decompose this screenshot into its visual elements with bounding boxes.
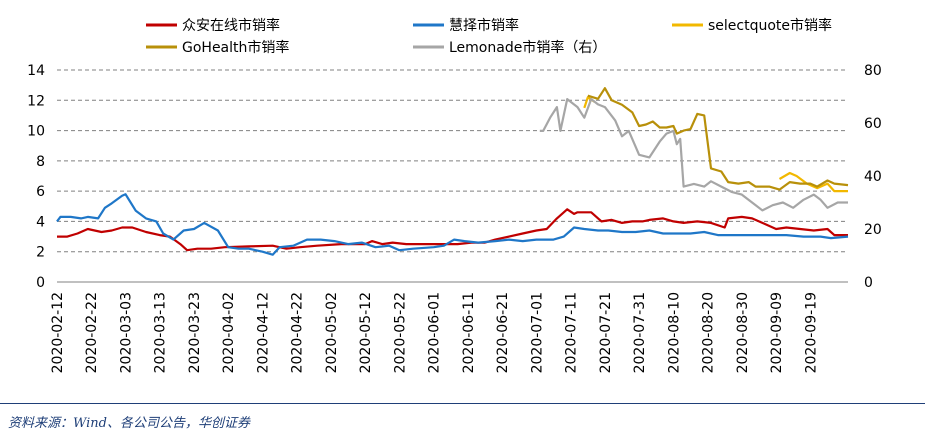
y-right-tick-label: 40: [864, 169, 882, 185]
y-right-tick-label: 0: [864, 275, 873, 291]
y-right-tick-label: 60: [864, 116, 882, 132]
x-tick-label: 2020-07-21: [598, 292, 614, 373]
x-tick-label: 2020-08-30: [735, 292, 751, 373]
x-tick-label: 2020-02-12: [50, 292, 66, 373]
y-left-tick-label: 12: [27, 93, 45, 109]
legend-label: selectquote市销率: [708, 17, 832, 34]
series-line-selectquote: [778, 171, 848, 193]
x-tick-label: 2020-08-20: [701, 292, 717, 373]
x-tick-label: 2020-08-10: [666, 292, 682, 373]
x-tick-label: 2020-03-13: [153, 292, 169, 373]
series-line: [57, 208, 848, 252]
x-tick-label: 2020-04-22: [290, 292, 306, 373]
x-tick-label: 2020-09-19: [803, 292, 819, 373]
legend-label: GoHealth市销率: [182, 39, 289, 56]
y-right-tick-label: 80: [864, 63, 882, 79]
y-left-tick-label: 6: [36, 184, 45, 200]
legend-label: 慧择市销率: [449, 17, 519, 34]
y-left-tick-label: 2: [36, 245, 45, 261]
y-left-tick-label: 14: [27, 63, 45, 79]
x-tick-label: 2020-03-23: [187, 292, 203, 373]
source-note: 资料来源：Wind、各公司公告，华创证券: [8, 416, 250, 431]
x-tick-label: 2020-05-12: [358, 292, 374, 373]
line-chart: 0 2 4 6 8 10 12 14 0 20 40 60 80 2020-02-12 2020-02-22…: [27, 17, 882, 373]
footer-rule: [0, 403, 925, 404]
x-tick-label: 2020-02-22: [84, 292, 100, 373]
legend-label: 众安在线市销率: [182, 17, 280, 34]
y-right-tick-label: 20: [864, 222, 882, 238]
x-tick-label: 2020-05-02: [324, 292, 340, 373]
x-tick-label: 2020-04-12: [255, 292, 271, 373]
y-left-tick-label: 8: [36, 154, 45, 170]
series-line: [539, 97, 848, 212]
legend-label: Lemonade市销率（右）: [449, 39, 606, 56]
x-tick-label: 2020-03-03: [118, 292, 134, 373]
x-tick-label: 2020-07-31: [632, 292, 648, 373]
y-left-tick-label: 4: [36, 214, 45, 230]
y-left-tick-label: 0: [36, 275, 45, 291]
x-tick-label: 2020-07-11: [564, 292, 580, 373]
series-line: [587, 87, 849, 191]
x-tick-label: 2020-06-21: [495, 292, 511, 373]
x-tick-label: 2020-09-09: [769, 292, 785, 373]
y-left-tick-label: 10: [27, 124, 45, 140]
x-tick-label: 2020-06-01: [427, 292, 443, 373]
x-tick-label: 2020-04-02: [221, 292, 237, 373]
x-tick-label: 2020-05-22: [392, 292, 408, 373]
x-tick-label: 2020-06-11: [461, 292, 477, 373]
x-tick-label: 2020-07-01: [529, 292, 545, 373]
series-line: [56, 193, 849, 256]
